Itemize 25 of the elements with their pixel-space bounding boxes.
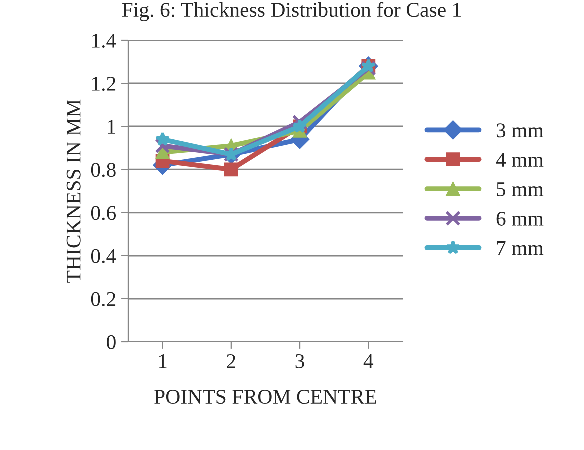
x-tick-label: 4: [364, 354, 374, 368]
y-tick-label: 0: [107, 335, 116, 350]
legend-label: 6 mm: [496, 212, 544, 226]
y-tick-label: 0.6: [91, 206, 116, 220]
y-tick-label: 1.2: [92, 77, 116, 92]
legend-label: 4 mm: [496, 153, 544, 167]
point: [292, 114, 308, 130]
point: [155, 138, 170, 154]
x-tick-label: 3: [296, 354, 304, 368]
legend-label: 5 mm: [497, 182, 544, 197]
y-axis-title: THICKNESS IN MM: [66, 100, 81, 283]
legend-label: 3 mm: [496, 124, 544, 138]
y-tick-label: 0.2: [91, 292, 116, 306]
y-tick-label: 0.4: [91, 249, 116, 264]
y-tick-label: 1.4: [92, 34, 116, 48]
x-tick-label: 2: [227, 354, 236, 368]
y-tick-label: 0.8: [91, 163, 116, 178]
point: [224, 162, 238, 177]
x-tick-label: 1: [159, 354, 167, 368]
x-axis-title: POINTS FROM CENTRE: [154, 390, 376, 404]
point: [155, 132, 170, 146]
point: [361, 60, 376, 76]
chart-title: Fig. 6: Thickness Distribution for Case 1: [122, 2, 461, 22]
legend-label: 7 mm: [497, 242, 544, 256]
y-tick-label: 1: [108, 120, 116, 134]
